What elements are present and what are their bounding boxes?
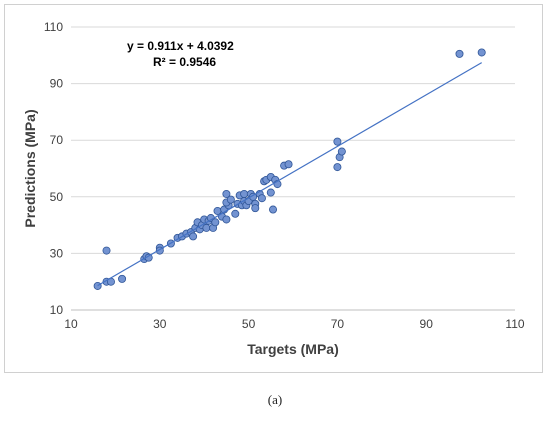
x-tick-label-50: 50 — [242, 317, 256, 331]
data-point — [93, 281, 102, 290]
y-axis-title: Predictions (MPa) — [22, 109, 38, 227]
data-point — [477, 48, 486, 57]
x-tick-label-110: 110 — [505, 317, 524, 331]
trendline — [97, 62, 483, 287]
data-point — [202, 223, 211, 232]
data-point — [222, 215, 231, 224]
y-tick-label-30: 30 — [50, 246, 64, 260]
data-point — [333, 137, 342, 146]
data-point — [266, 188, 275, 197]
chart-frame: 10 30 50 70 90 110 10 30 50 70 90 110 Targets (MPa) P… — [4, 4, 543, 373]
data-point — [337, 147, 346, 156]
y-tick-label-90: 90 — [50, 77, 64, 91]
data-point — [269, 205, 278, 214]
data-point — [251, 204, 260, 213]
data-point — [222, 189, 231, 198]
data-point — [257, 194, 266, 203]
y-tick-label-10: 10 — [50, 303, 64, 317]
y-tick-label-50: 50 — [50, 190, 64, 204]
scatter-plot: 10 30 50 70 90 110 10 30 50 70 90 110 Targets (MPa) P… — [22, 20, 525, 357]
trendline-equation: y = 0.911x + 4.0392 — [127, 39, 234, 53]
r-squared-label: R² = 0.9546 — [153, 55, 216, 69]
x-axis-title: Targets (MPa) — [247, 341, 339, 357]
data-point — [102, 246, 111, 255]
x-tick-label-90: 90 — [420, 317, 434, 331]
data-point — [284, 160, 293, 169]
data-point — [455, 49, 464, 58]
y-tick-label-70: 70 — [50, 133, 64, 147]
figure-caption: (a) — [267, 392, 283, 407]
data-point — [333, 163, 342, 172]
x-tick-label-10: 10 — [64, 317, 78, 331]
data-point — [211, 218, 220, 227]
data-point — [231, 209, 240, 218]
x-tick-label-30: 30 — [153, 317, 167, 331]
data-point — [118, 274, 127, 283]
data-point — [226, 195, 235, 204]
x-tick-label-70: 70 — [331, 317, 345, 331]
data-point — [240, 189, 249, 198]
data-point — [189, 232, 198, 241]
y-tick-label-110: 110 — [44, 20, 63, 34]
